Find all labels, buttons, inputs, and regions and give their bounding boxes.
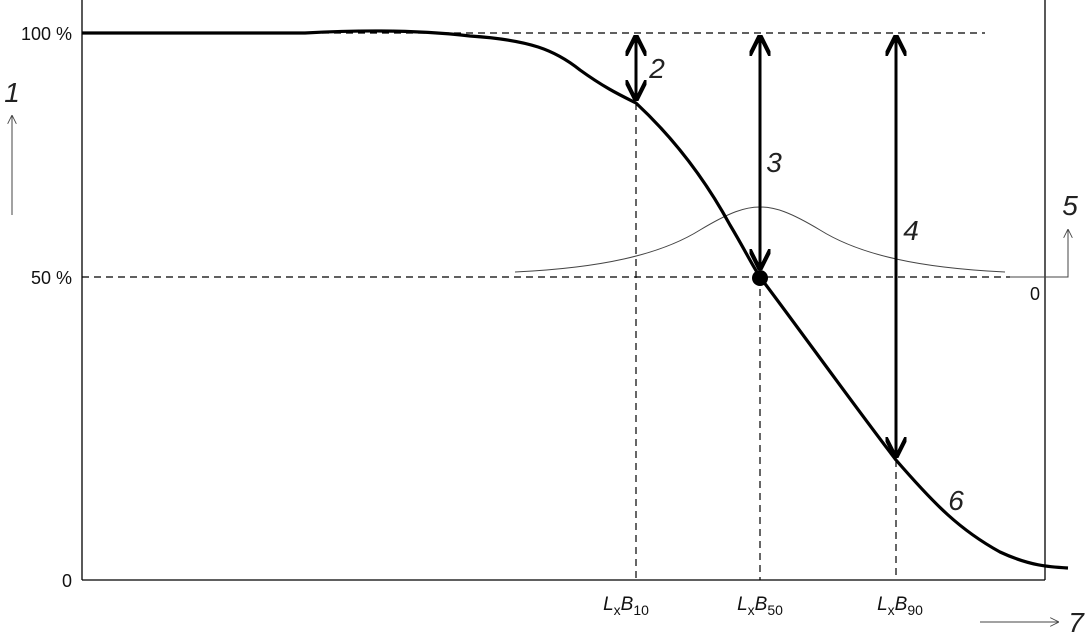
marker: 2 <box>648 53 665 84</box>
x-label: LxB90 <box>877 594 923 618</box>
x-labels: LxB10 LxB50 LxB90 <box>603 594 923 618</box>
y-label: 50 % <box>31 268 72 288</box>
y-label: 0 <box>62 571 72 591</box>
x-label-part: x <box>748 602 755 618</box>
y-label: 100 % <box>21 24 72 44</box>
x-label-part: L <box>737 594 748 615</box>
right-label: 0 <box>1030 284 1040 304</box>
axes <box>81 0 1046 581</box>
x-label: LxB10 <box>603 594 649 618</box>
marker: 6 <box>948 485 964 516</box>
marker: 1 <box>4 77 20 108</box>
midpoint <box>752 270 768 286</box>
x-label-part: x <box>614 602 621 618</box>
x-label-part: 50 <box>767 602 783 618</box>
marker: 4 <box>903 215 919 246</box>
x-label: LxB50 <box>737 594 783 618</box>
arrows <box>636 37 896 456</box>
marker: 5 <box>1062 190 1078 221</box>
marker: 7 <box>1068 607 1085 636</box>
x-label-part: 90 <box>907 602 923 618</box>
x-label-part: L <box>603 594 614 615</box>
x-label-part: 10 <box>633 602 649 618</box>
x-label-part: B <box>621 594 634 615</box>
x-label-part: x <box>888 602 895 618</box>
right-axis-arrow <box>1010 230 1068 278</box>
marker: 3 <box>766 147 782 178</box>
x-label-part: B <box>755 594 768 615</box>
x-label-part: L <box>877 594 888 615</box>
guide-lines <box>82 32 1010 580</box>
x-label-part: B <box>895 594 908 615</box>
response-curve <box>82 29 1069 570</box>
